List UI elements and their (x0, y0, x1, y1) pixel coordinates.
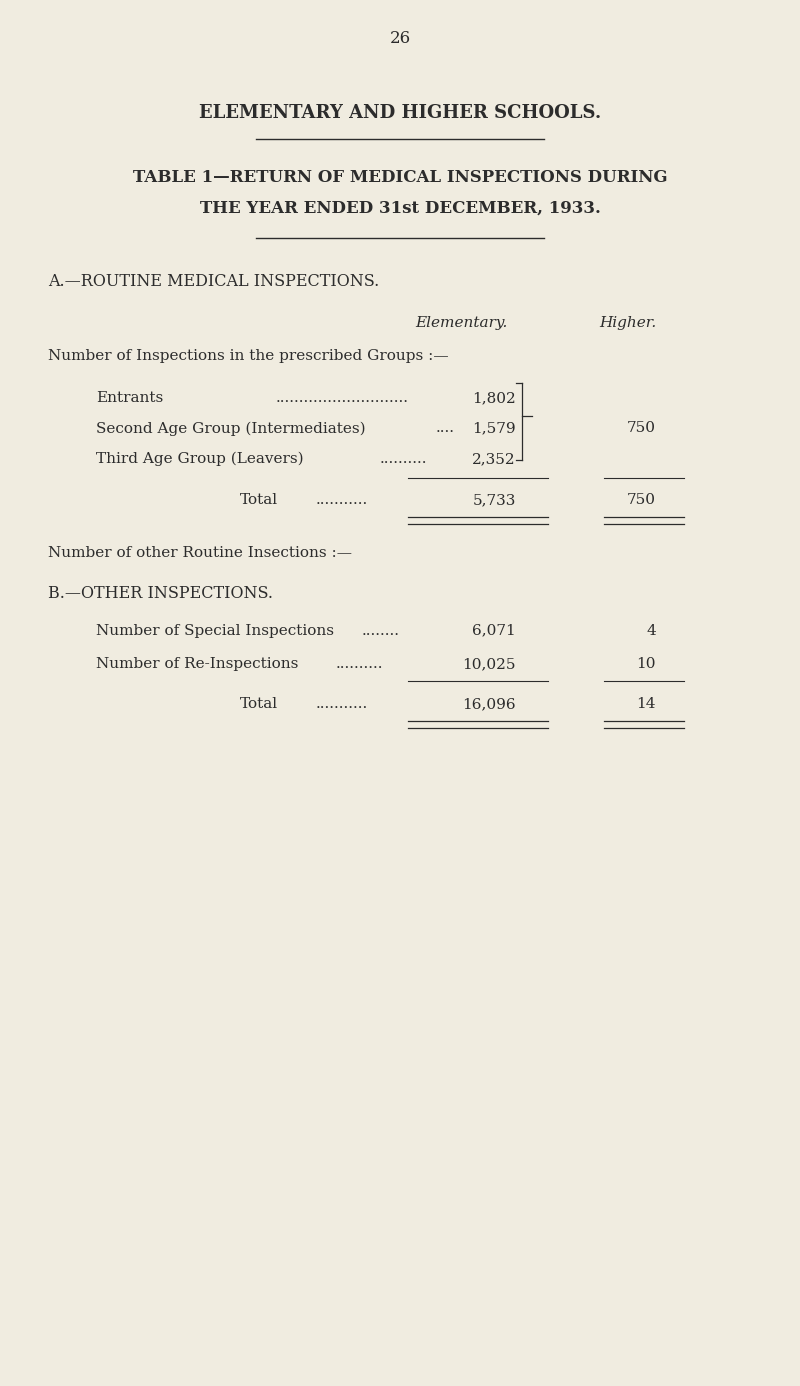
Text: ELEMENTARY AND HIGHER SCHOOLS.: ELEMENTARY AND HIGHER SCHOOLS. (199, 104, 601, 122)
Text: ....: .... (436, 421, 455, 435)
Text: ............................: ............................ (276, 391, 409, 405)
Text: Number of other Routine Insections :—: Number of other Routine Insections :— (48, 546, 352, 560)
Text: ...........: ........... (316, 697, 368, 711)
Text: 6,071: 6,071 (472, 624, 516, 638)
Text: 750: 750 (627, 493, 656, 507)
Text: 10: 10 (637, 657, 656, 671)
Text: 750: 750 (627, 421, 656, 435)
Text: Second Age Group (Intermediates): Second Age Group (Intermediates) (96, 421, 366, 435)
Text: Total: Total (240, 697, 278, 711)
Text: Elementary.: Elementary. (416, 316, 508, 330)
Text: 5,733: 5,733 (473, 493, 516, 507)
Text: THE YEAR ENDED 31st DECEMBER, 1933.: THE YEAR ENDED 31st DECEMBER, 1933. (199, 200, 601, 216)
Text: 2,352: 2,352 (472, 452, 516, 466)
Text: 4: 4 (646, 624, 656, 638)
Text: 26: 26 (390, 30, 410, 47)
Text: 10,025: 10,025 (462, 657, 516, 671)
Text: 1,579: 1,579 (472, 421, 516, 435)
Text: ..........: .......... (336, 657, 383, 671)
Text: Higher.: Higher. (598, 316, 656, 330)
Text: Number of Re-Inspections: Number of Re-Inspections (96, 657, 298, 671)
Text: B.—OTHER INSPECTIONS.: B.—OTHER INSPECTIONS. (48, 585, 273, 602)
Text: ..........: .......... (380, 452, 427, 466)
Text: ........: ........ (362, 624, 400, 638)
Text: TABLE 1—RETURN OF MEDICAL INSPECTIONS DURING: TABLE 1—RETURN OF MEDICAL INSPECTIONS DU… (133, 169, 667, 186)
Text: Total: Total (240, 493, 278, 507)
Text: ...........: ........... (316, 493, 368, 507)
Text: A.—ROUTINE MEDICAL INSPECTIONS.: A.—ROUTINE MEDICAL INSPECTIONS. (48, 273, 379, 290)
Text: Third Age Group (Leavers): Third Age Group (Leavers) (96, 452, 304, 466)
Text: Number of Special Inspections: Number of Special Inspections (96, 624, 334, 638)
Text: Entrants: Entrants (96, 391, 163, 405)
Text: 16,096: 16,096 (462, 697, 516, 711)
Text: 1,802: 1,802 (472, 391, 516, 405)
Text: Number of Inspections in the prescribed Groups :—: Number of Inspections in the prescribed … (48, 349, 449, 363)
Text: 14: 14 (637, 697, 656, 711)
